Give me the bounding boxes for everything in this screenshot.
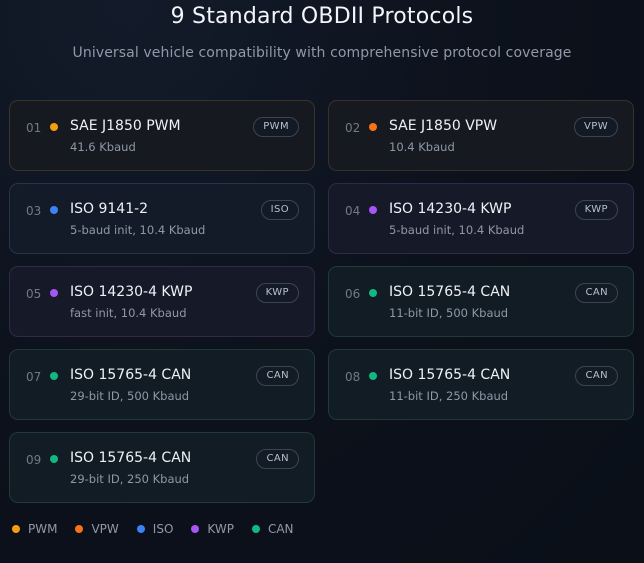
protocol-detail: 29-bit ID, 250 Kbaud [70,472,190,486]
legend-dot [75,525,84,533]
protocol-detail: 29-bit ID, 500 Kbaud [70,389,190,403]
legend-dot [191,525,200,533]
protocol-name: ISO 15765-4 CAN [70,367,192,383]
protocol-tag: KWP [574,200,618,220]
protocol-number: 08 [345,370,361,384]
legend-item-kwp: KWP [191,522,234,536]
protocol-grid: 01 SAE J1850 PWM 41.6 Kbaud PWM 02 SAE J… [9,100,634,503]
protocol-card: 04 ISO 14230-4 KWP 5-baud init, 10.4 Kba… [328,183,634,254]
protocol-number: 01 [26,121,42,135]
legend-item-vpw: VPW [75,522,119,536]
protocol-detail: 41.6 Kbaud [70,140,136,154]
legend-label: KWP [207,522,234,536]
protocol-card: 05 ISO 14230-4 KWP fast init, 10.4 Kbaud… [9,266,315,337]
protocol-type-dot [50,289,58,297]
protocol-type-dot [50,206,58,214]
protocol-number: 03 [26,204,42,218]
protocol-card: 06 ISO 15765-4 CAN 11-bit ID, 500 Kbaud … [328,266,634,337]
legend-label: VPW [91,522,119,536]
protocol-tag: KWP [255,283,299,303]
protocol-type-dot [50,455,58,463]
protocol-card: 03 ISO 9141-2 5-baud init, 10.4 Kbaud IS… [9,183,315,254]
protocol-tag: VPW [574,117,618,137]
protocol-type-dot [50,123,58,131]
protocol-tag: CAN [575,366,618,386]
protocol-number: 06 [345,287,361,301]
protocol-name: ISO 15765-4 CAN [70,450,192,466]
legend-dot [136,525,145,533]
protocol-name: ISO 14230-4 KWP [70,284,193,300]
protocol-detail: 5-baud init, 10.4 Kbaud [70,223,206,237]
protocol-number: 05 [26,287,42,301]
protocol-card: 09 ISO 15765-4 CAN 29-bit ID, 250 Kbaud … [9,432,315,503]
legend-item-iso: ISO [136,522,174,536]
protocol-detail: 10.4 Kbaud [389,140,455,154]
protocol-type-dot [369,123,377,131]
legend-label: ISO [152,522,174,536]
protocol-tag: CAN [256,366,299,386]
legend: PWM VPW ISO KWP CAN [12,522,294,536]
page-subtitle: Universal vehicle compatibility with com… [72,45,572,61]
legend-item-can: CAN [251,522,294,536]
protocol-card: 08 ISO 15765-4 CAN 11-bit ID, 250 Kbaud … [328,349,634,420]
protocol-name: SAE J1850 VPW [389,118,498,134]
protocol-number: 04 [345,204,361,218]
protocol-type-dot [369,206,377,214]
protocol-card: 02 SAE J1850 VPW 10.4 Kbaud VPW [328,100,634,171]
protocol-card: 07 ISO 15765-4 CAN 29-bit ID, 500 Kbaud … [9,349,315,420]
legend-label: CAN [267,522,294,536]
legend-dot [251,525,260,533]
protocol-type-dot [369,372,377,380]
legend-item-pwm: PWM [12,522,57,536]
protocol-number: 02 [345,121,361,135]
page-title: 9 Standard OBDII Protocols [170,4,474,29]
protocol-tag: PWM [253,117,299,137]
protocol-number: 09 [26,453,42,467]
protocol-detail: 11-bit ID, 250 Kbaud [389,389,509,403]
protocol-tag: CAN [575,283,618,303]
protocol-name: ISO 15765-4 CAN [389,367,511,383]
protocol-card: 01 SAE J1850 PWM 41.6 Kbaud PWM [9,100,315,171]
protocol-name: ISO 14230-4 KWP [389,201,512,217]
protocol-detail: fast init, 10.4 Kbaud [70,306,187,320]
legend-label: PWM [28,522,58,536]
protocol-type-dot [369,289,377,297]
protocol-tag: CAN [256,449,299,469]
protocol-name: ISO 9141-2 [70,201,149,217]
protocol-name: SAE J1850 PWM [70,118,181,134]
legend-dot [12,525,20,533]
protocol-detail: 11-bit ID, 500 Kbaud [389,306,509,320]
protocol-detail: 5-baud init, 10.4 Kbaud [389,223,525,237]
protocol-tag: ISO [260,200,299,220]
protocol-name: ISO 15765-4 CAN [389,284,511,300]
protocol-number: 07 [26,370,42,384]
protocol-type-dot [50,372,58,380]
